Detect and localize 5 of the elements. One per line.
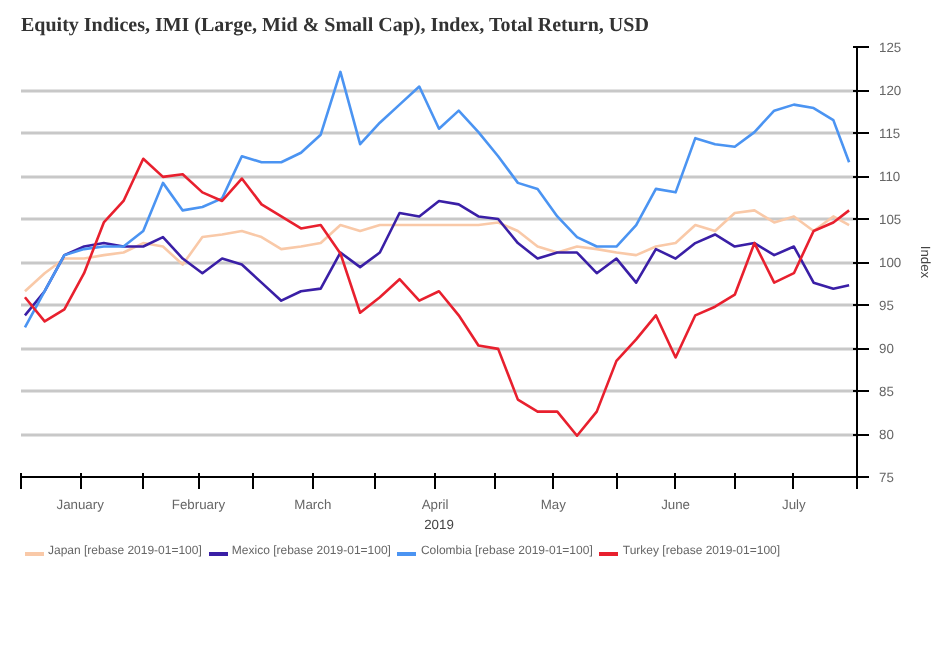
chart-title: Equity Indices, IMI (Large, Mid & Small Cap), Index, Total Return, USD [21,15,649,37]
line-series [23,157,851,438]
line-series [23,209,851,293]
line-series [23,199,851,317]
line-series [23,70,851,329]
